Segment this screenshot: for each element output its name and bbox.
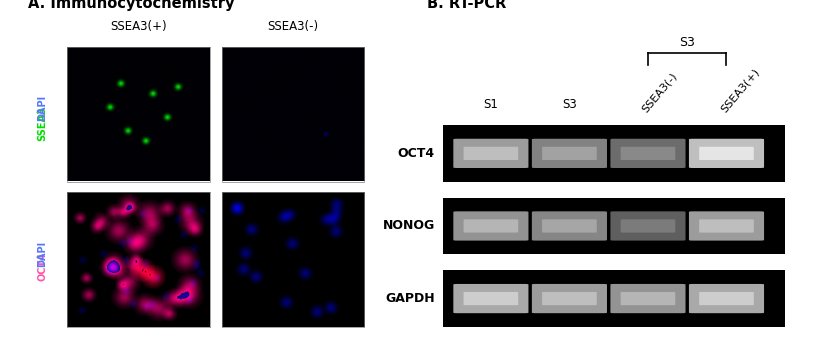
Text: DAPI: DAPI <box>37 241 47 267</box>
FancyBboxPatch shape <box>532 211 607 241</box>
FancyBboxPatch shape <box>689 284 764 313</box>
Text: NONOG: NONOG <box>383 220 435 232</box>
FancyBboxPatch shape <box>611 211 685 241</box>
FancyBboxPatch shape <box>542 219 597 233</box>
FancyBboxPatch shape <box>620 292 676 305</box>
Text: /: / <box>37 111 47 114</box>
Text: OCT4: OCT4 <box>398 147 435 160</box>
Text: DAPI: DAPI <box>37 95 47 121</box>
FancyBboxPatch shape <box>689 139 764 168</box>
FancyBboxPatch shape <box>463 219 518 233</box>
FancyBboxPatch shape <box>463 147 518 160</box>
Text: S3: S3 <box>562 98 576 111</box>
FancyBboxPatch shape <box>611 284 685 313</box>
FancyBboxPatch shape <box>542 292 597 305</box>
Text: GAPDH: GAPDH <box>385 292 435 305</box>
FancyBboxPatch shape <box>454 211 528 241</box>
Text: S1: S1 <box>484 98 498 111</box>
Text: A. Immunocytochemistry: A. Immunocytochemistry <box>28 0 235 11</box>
Text: SSEA3(-): SSEA3(-) <box>267 20 319 33</box>
Text: /: / <box>37 256 47 260</box>
Text: SSEA3: SSEA3 <box>37 106 47 141</box>
Text: SSEA3(-): SSEA3(-) <box>641 71 679 114</box>
Text: SSEA3(+): SSEA3(+) <box>719 66 761 114</box>
FancyBboxPatch shape <box>542 147 597 160</box>
FancyBboxPatch shape <box>689 211 764 241</box>
Text: OCT4: OCT4 <box>37 252 47 281</box>
FancyBboxPatch shape <box>611 139 685 168</box>
Text: S3: S3 <box>680 36 695 49</box>
FancyBboxPatch shape <box>699 147 754 160</box>
FancyBboxPatch shape <box>620 219 676 233</box>
FancyBboxPatch shape <box>532 284 607 313</box>
Text: SSEA3(+): SSEA3(+) <box>111 20 167 33</box>
FancyBboxPatch shape <box>454 284 528 313</box>
FancyBboxPatch shape <box>699 292 754 305</box>
Text: B. RT-PCR: B. RT-PCR <box>427 0 506 11</box>
FancyBboxPatch shape <box>454 139 528 168</box>
FancyBboxPatch shape <box>699 219 754 233</box>
FancyBboxPatch shape <box>463 292 518 305</box>
FancyBboxPatch shape <box>620 147 676 160</box>
FancyBboxPatch shape <box>532 139 607 168</box>
